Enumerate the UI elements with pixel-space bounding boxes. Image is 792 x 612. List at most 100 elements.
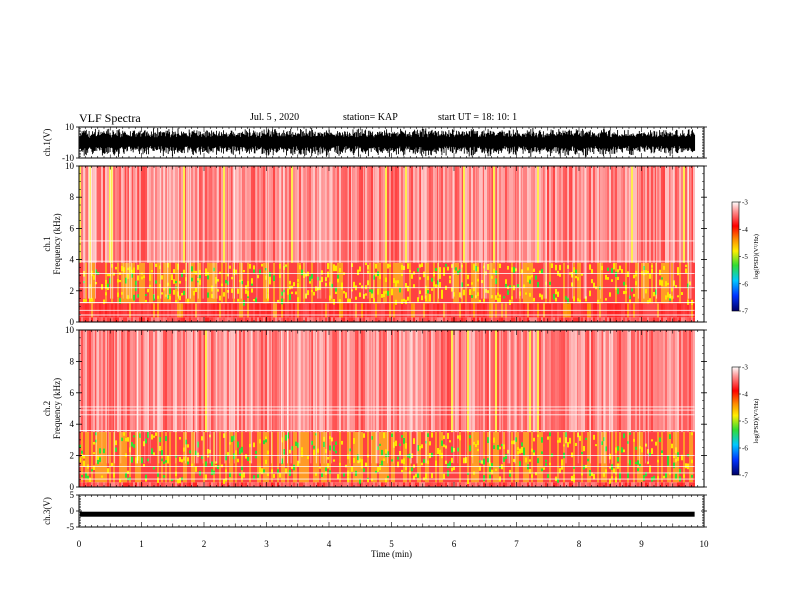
x-tick-label: 3	[264, 539, 269, 549]
spectrogram-column	[487, 166, 489, 263]
spectrogram-column	[307, 166, 309, 263]
spectrogram-speckle	[267, 297, 269, 301]
spectrogram-speckle	[101, 475, 103, 478]
spectrogram-speckle	[543, 467, 545, 470]
spectrogram-speckle	[541, 451, 543, 455]
spectrogram-column	[275, 330, 277, 433]
spectrogram-column	[599, 166, 601, 263]
spectrogram-column	[519, 262, 521, 304]
start-ut-label: start UT = 18: 10: 1	[438, 112, 518, 123]
spectrogram-column	[371, 317, 373, 322]
spectrogram-column	[463, 330, 465, 433]
spectrogram-speckle	[549, 281, 551, 285]
spectrogram-column	[297, 330, 299, 433]
spectrogram-column	[589, 317, 591, 322]
spectrogram-column	[685, 432, 687, 483]
spectrogram-column	[691, 317, 693, 322]
colorbar-tick-label: -3	[742, 364, 748, 372]
spectrogram-column	[559, 166, 561, 263]
spectrogram-column	[679, 330, 681, 433]
spectrogram-column	[519, 166, 521, 263]
spectrogram-speckle	[519, 291, 521, 296]
spectrogram-column	[137, 166, 139, 263]
spectrogram-speckle	[327, 271, 329, 278]
spectrogram-column	[505, 317, 507, 322]
spectrogram-speckle	[581, 451, 583, 455]
spectrogram-column	[211, 317, 213, 322]
spectrogram-speckle	[289, 294, 291, 300]
spectrogram-column	[343, 262, 345, 304]
spectrogram-speckle	[563, 444, 565, 447]
spectrogram-column	[149, 166, 151, 263]
spectrogram-column	[217, 432, 219, 483]
spectrogram-speckle	[257, 274, 259, 279]
spectrogram-column	[297, 432, 299, 483]
x-tick-label: 5	[389, 539, 394, 549]
spectrogram-column	[141, 317, 143, 322]
spectrogram-column	[389, 166, 391, 263]
spectrogram-column	[675, 166, 677, 263]
spectrogram-column	[413, 330, 415, 433]
spectrogram-column	[407, 166, 409, 263]
spectrogram-speckle	[137, 294, 139, 298]
spectrogram-column	[665, 330, 667, 433]
spectrogram-speckle	[601, 441, 603, 445]
spectrogram-column	[479, 432, 481, 483]
spectrogram-column	[331, 432, 333, 483]
spectrogram-speckle	[93, 275, 95, 280]
spectrogram-column	[257, 330, 259, 433]
spectrogram-column	[665, 317, 667, 322]
spectrogram-column	[131, 330, 133, 433]
spectrogram-column	[169, 432, 171, 483]
spectrogram-column	[513, 482, 515, 487]
spectrogram-column	[123, 317, 125, 322]
spectrogram-speckle	[335, 265, 337, 272]
spectrogram-speckle	[391, 433, 393, 437]
spectrogram-column	[181, 330, 183, 433]
y-tick-label: 2	[70, 451, 75, 461]
spectrogram-speckle	[157, 473, 159, 477]
spectrogram-column	[501, 262, 503, 304]
spectrogram-column	[675, 330, 677, 433]
spectrogram-speckle	[177, 264, 179, 270]
spectrogram-column	[301, 262, 303, 304]
spectrogram-column	[485, 482, 487, 487]
spectrogram-column	[133, 166, 135, 263]
spectrogram-column	[539, 330, 541, 433]
spectrogram-column	[565, 166, 567, 263]
spectrogram-column	[147, 166, 149, 263]
spectrogram-speckle	[635, 446, 637, 450]
spectrogram-speckle	[127, 273, 129, 279]
spectrogram-column	[585, 330, 587, 433]
spectrogram-column	[411, 330, 413, 433]
spectrogram-column	[133, 482, 135, 487]
spectrogram-speckle	[573, 267, 575, 272]
spectrogram-column	[405, 166, 407, 263]
spectrogram-column	[467, 482, 469, 487]
spectrogram-column	[631, 166, 633, 263]
spectrogram-column	[627, 262, 629, 304]
spectrogram-speckle	[87, 475, 89, 479]
spectrogram-column	[459, 317, 461, 322]
spectrogram-speckle	[567, 297, 569, 304]
spectrogram-column	[385, 166, 387, 263]
spectrogram-speckle	[183, 290, 185, 296]
spectrogram-column	[361, 330, 363, 433]
spectrogram-column	[403, 432, 405, 483]
spectrogram-speckle	[281, 291, 283, 296]
x-tick-label: 8	[577, 539, 582, 549]
spectrogram-column	[403, 482, 405, 487]
spectrogram-speckle	[657, 459, 659, 463]
spectrogram-speckle	[371, 436, 373, 440]
spectrogram-speckle	[577, 298, 579, 301]
spectrogram-column	[503, 262, 505, 304]
spectrogram-column	[357, 482, 359, 487]
spectrogram-column	[673, 317, 675, 322]
spectrogram-column	[219, 262, 221, 304]
spectrogram-column	[625, 482, 627, 487]
spectrogram-column	[301, 482, 303, 487]
spectrogram-column	[653, 330, 655, 433]
spectrogram-column	[343, 317, 345, 322]
colorbar-scale	[731, 366, 740, 476]
spectrogram-speckle	[261, 468, 263, 475]
